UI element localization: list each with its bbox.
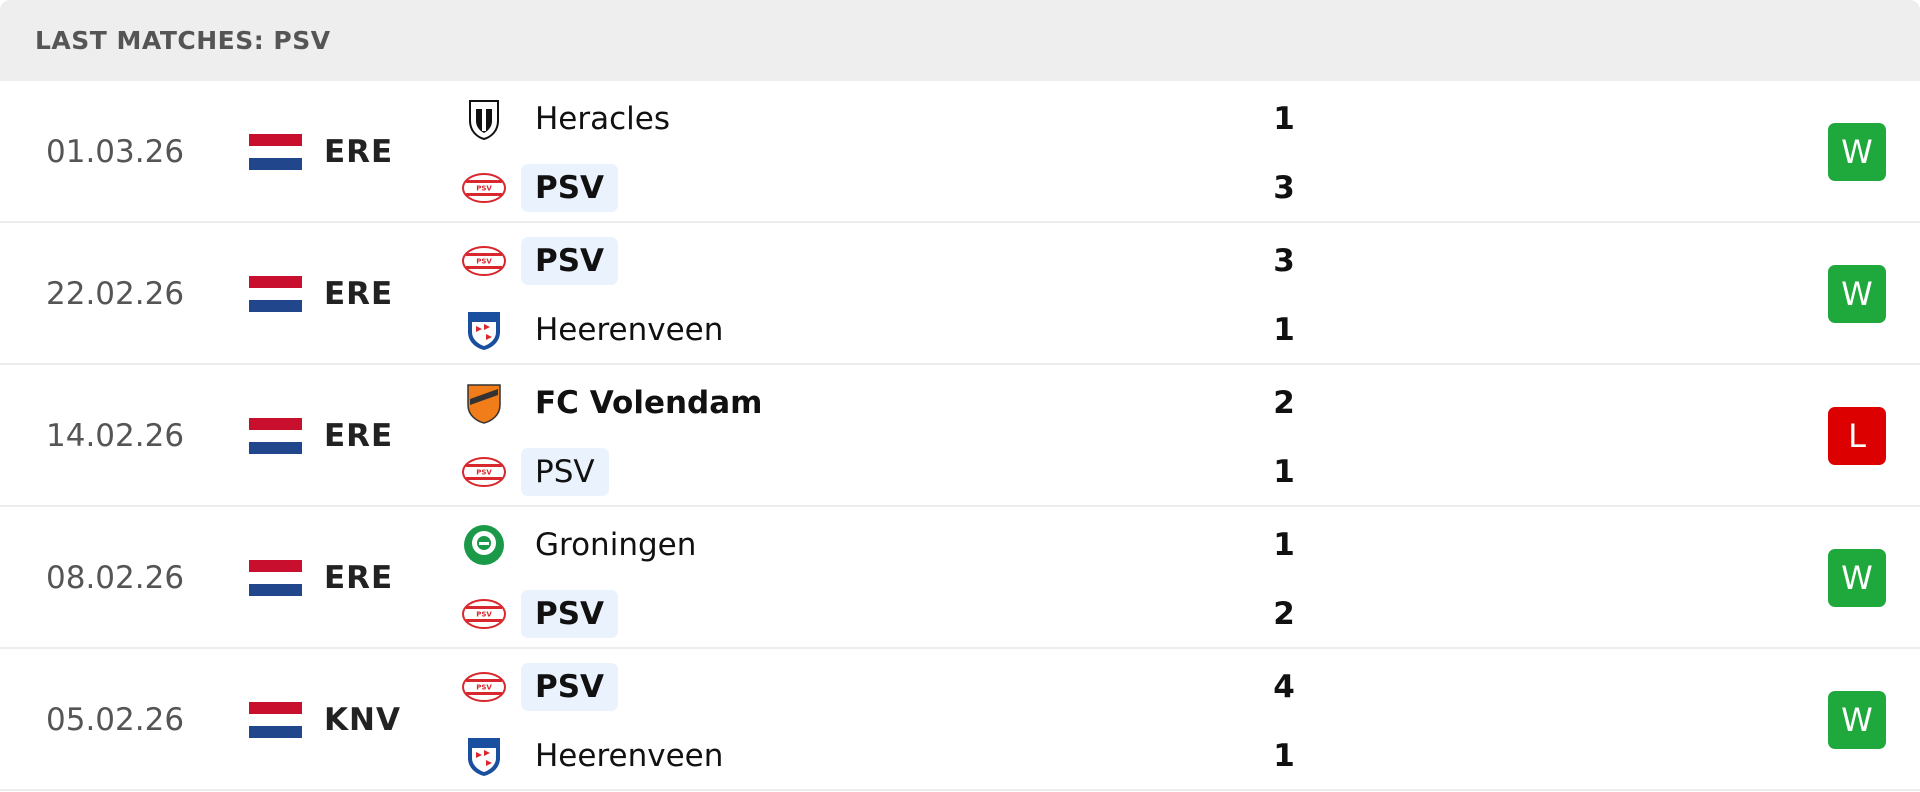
team: Heracles <box>521 95 684 143</box>
match-row[interactable]: 08.02.26 ERE Groningen 1 PSV 2 W <box>0 507 1920 649</box>
logo <box>462 97 506 141</box>
score: 4 <box>1273 669 1295 705</box>
date: 08.02.26 <box>46 560 185 596</box>
team: FC Volendam <box>521 379 776 427</box>
score: 3 <box>1273 243 1295 279</box>
logo <box>462 381 506 425</box>
date: 22.02.26 <box>46 276 185 312</box>
flag <box>249 560 302 596</box>
result-badge: W <box>1828 265 1886 323</box>
date: 01.03.26 <box>46 134 185 170</box>
league: ERE <box>324 418 394 454</box>
logo <box>462 308 506 352</box>
logo <box>462 450 506 494</box>
title: LAST MATCHES: PSV <box>35 26 331 55</box>
team-name: PSV <box>521 237 619 285</box>
score: 1 <box>1273 454 1295 490</box>
flag <box>249 702 302 738</box>
team-name: PSV <box>521 448 609 496</box>
score: 2 <box>1273 385 1295 421</box>
match-row[interactable]: 22.02.26 ERE PSV 3 Heerenveen 1 W <box>0 223 1920 365</box>
logo <box>462 239 506 283</box>
team-name: Groningen <box>535 527 697 563</box>
team-name: Heerenveen <box>535 738 724 774</box>
date: 14.02.26 <box>46 418 185 454</box>
score: 1 <box>1273 527 1295 563</box>
score: 1 <box>1273 738 1295 774</box>
match-row[interactable]: 01.03.26 ERE Heracles 1 PSV 3 W <box>0 81 1920 223</box>
team: PSV <box>521 164 619 212</box>
team-name: FC Volendam <box>535 385 763 421</box>
team: Heerenveen <box>521 306 737 354</box>
team-name: PSV <box>521 590 619 638</box>
team-name: Heerenveen <box>535 312 724 348</box>
league: ERE <box>324 276 394 312</box>
logo <box>462 665 506 709</box>
logo <box>462 523 506 567</box>
logo <box>462 734 506 778</box>
team: Heerenveen <box>521 732 737 780</box>
team-name: PSV <box>521 164 619 212</box>
flag <box>249 418 302 454</box>
team-name: Heracles <box>535 101 671 137</box>
flag <box>249 134 302 170</box>
date: 05.02.26 <box>46 702 185 738</box>
league: KNV <box>324 702 401 738</box>
score: 1 <box>1273 312 1295 348</box>
league: ERE <box>324 134 394 170</box>
team: PSV <box>521 237 619 285</box>
header: LAST MATCHES: PSV <box>0 0 1920 81</box>
result-badge: W <box>1828 691 1886 749</box>
score: 3 <box>1273 170 1295 206</box>
team: PSV <box>521 448 609 496</box>
league: ERE <box>324 560 394 596</box>
team: PSV <box>521 663 619 711</box>
flag <box>249 276 302 312</box>
team: Groningen <box>521 521 710 569</box>
logo <box>462 166 506 210</box>
result-badge: W <box>1828 123 1886 181</box>
logo <box>462 592 506 636</box>
result-badge: L <box>1828 407 1886 465</box>
score: 1 <box>1273 101 1295 137</box>
match-row[interactable]: 05.02.26 KNV PSV 4 Heerenveen 1 W <box>0 649 1920 791</box>
score: 2 <box>1273 596 1295 632</box>
team-name: PSV <box>521 663 619 711</box>
match-row[interactable]: 14.02.26 ERE FC Volendam 2 PSV 1 L <box>0 365 1920 507</box>
result-badge: W <box>1828 549 1886 607</box>
team: PSV <box>521 590 619 638</box>
